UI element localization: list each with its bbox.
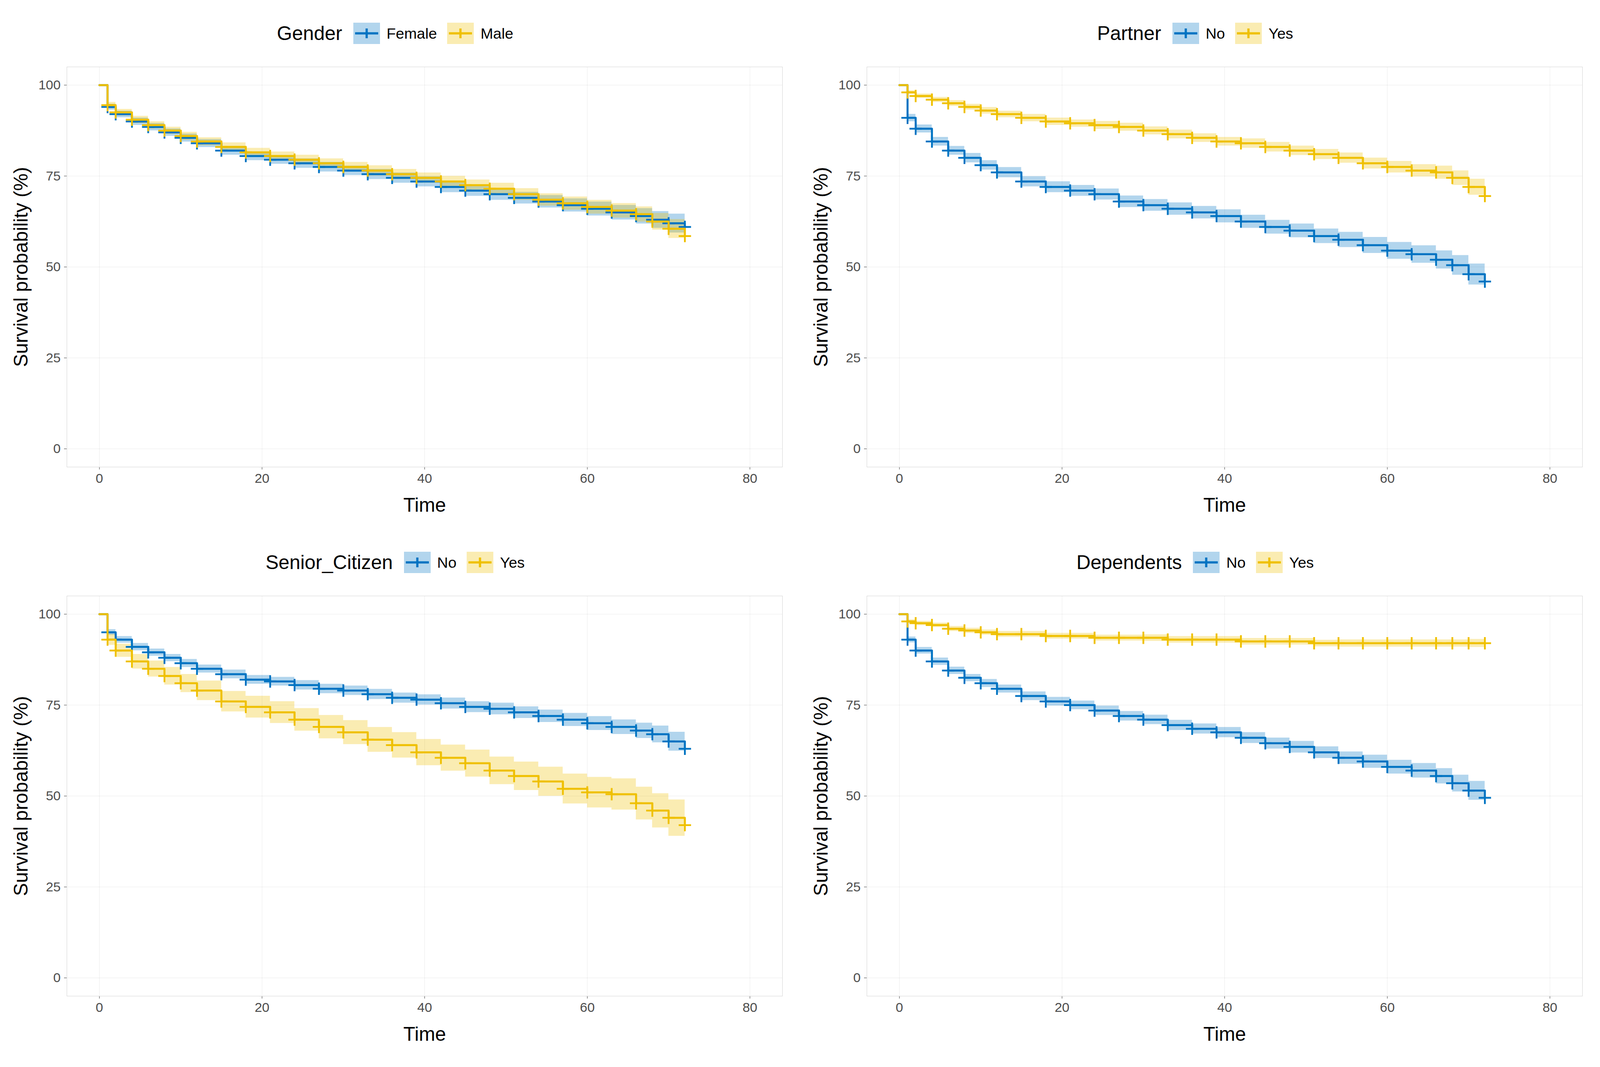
svg-text:25: 25 [845, 350, 861, 365]
svg-text:75: 75 [45, 168, 61, 184]
svg-text:80: 80 [1542, 999, 1558, 1015]
svg-text:25: 25 [845, 879, 861, 894]
html-text:Partner: Partner [1097, 22, 1162, 44]
svg-text:50: 50 [845, 788, 861, 803]
svg-text:50: 50 [845, 259, 861, 274]
svg-text:40: 40 [1217, 470, 1232, 486]
svg-text:Time: Time [1203, 1022, 1246, 1045]
svg-text:0: 0 [895, 999, 904, 1015]
svg-text:40: 40 [417, 470, 432, 486]
svg-text:0: 0 [95, 999, 104, 1015]
svg-text:75: 75 [845, 697, 861, 712]
html-text:No: No [1205, 24, 1225, 42]
html-text:Gender: Gender [276, 22, 343, 44]
svg-text:Survival probability (%): Survival probability (%) [9, 167, 32, 368]
svg-text:75: 75 [45, 697, 61, 712]
svg-text:Survival probability (%): Survival probability (%) [809, 696, 832, 896]
svg-text:75: 75 [845, 168, 861, 184]
svg-text:100: 100 [838, 606, 861, 621]
svg-text:25: 25 [45, 350, 61, 365]
html-text:Dependents: Dependents [1076, 551, 1182, 573]
svg-text:100: 100 [38, 77, 61, 92]
svg-text:0: 0 [53, 440, 61, 456]
html-text:No: No [437, 553, 457, 571]
html-text:Yes: Yes [500, 553, 525, 571]
svg-text:80: 80 [742, 999, 758, 1015]
html-text:Yes: Yes [1268, 24, 1294, 42]
svg-text:60: 60 [580, 470, 595, 486]
svg-text:Survival probability (%): Survival probability (%) [809, 167, 832, 368]
svg-text:20: 20 [254, 999, 270, 1015]
html-text:Female: Female [386, 24, 437, 42]
html-text:No: No [1226, 553, 1246, 571]
svg-text:50: 50 [45, 259, 61, 274]
svg-text:80: 80 [742, 470, 758, 486]
svg-text:60: 60 [1380, 470, 1395, 486]
svg-text:50: 50 [45, 788, 61, 803]
svg-text:0: 0 [853, 969, 861, 985]
svg-text:60: 60 [1380, 999, 1395, 1015]
svg-text:0: 0 [53, 969, 61, 985]
svg-text:20: 20 [254, 470, 270, 486]
svg-text:Time: Time [403, 1022, 446, 1045]
svg-text:25: 25 [45, 879, 61, 894]
svg-text:40: 40 [1217, 999, 1232, 1015]
svg-text:20: 20 [1054, 470, 1070, 486]
svg-text:0: 0 [95, 470, 104, 486]
svg-text:40: 40 [417, 999, 432, 1015]
svg-text:Time: Time [403, 493, 446, 516]
svg-text:60: 60 [580, 999, 595, 1015]
svg-text:Time: Time [1203, 493, 1246, 516]
svg-text:80: 80 [1542, 470, 1558, 486]
svg-text:0: 0 [895, 470, 904, 486]
svg-text:100: 100 [838, 77, 861, 92]
html-text:Male: Male [480, 24, 514, 42]
svg-text:Survival probability (%): Survival probability (%) [9, 696, 32, 896]
svg-text:100: 100 [38, 606, 61, 621]
html-text:Senior_Citizen: Senior_Citizen [265, 551, 393, 573]
svg-text:0: 0 [853, 440, 861, 456]
html-text:Yes: Yes [1289, 553, 1314, 571]
svg-text:20: 20 [1054, 999, 1070, 1015]
